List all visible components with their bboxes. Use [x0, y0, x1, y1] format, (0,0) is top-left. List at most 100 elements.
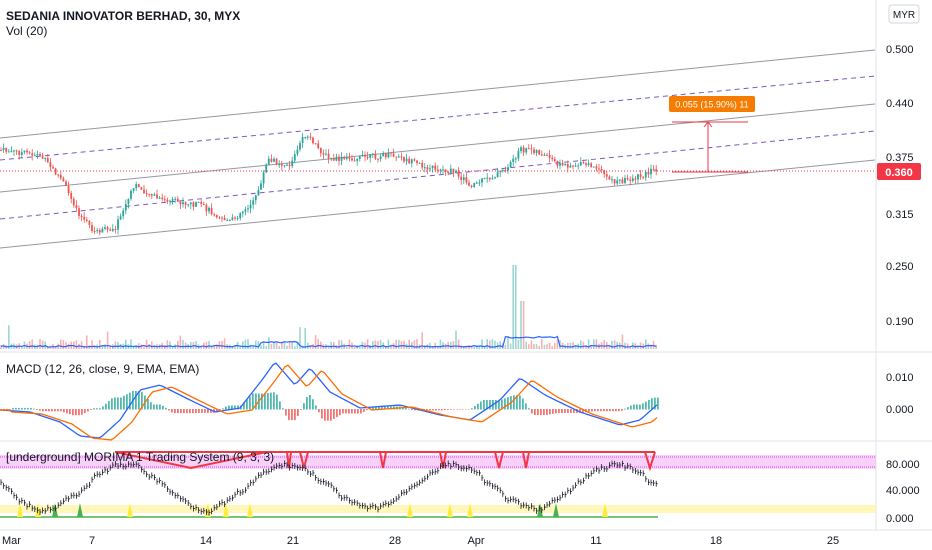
- candle-body: [512, 158, 515, 163]
- candle-body: [530, 148, 533, 150]
- candle-body: [117, 219, 119, 230]
- macd-hist-bar: [87, 409, 89, 412]
- macd-hist-bar: [462, 409, 464, 410]
- macd-label[interactable]: MACD (12, 26, close, 9, EMA, EMA): [6, 362, 199, 376]
- candle-body: [306, 136, 309, 138]
- measure-badge: [669, 96, 755, 112]
- candle-body: [2, 147, 5, 151]
- macd-hist-bar: [204, 409, 206, 413]
- candle-body: [468, 182, 470, 186]
- volume-bar: [515, 265, 517, 349]
- volume-ma-line: [0, 335, 657, 348]
- macd-hist-bar: [591, 409, 593, 412]
- macd-hist-bar: [561, 409, 563, 413]
- volume-bar: [512, 265, 514, 349]
- signal-line: [0, 364, 658, 441]
- macd-hist-bar: [294, 409, 296, 421]
- volume-bar: [304, 328, 306, 349]
- morima-axis[interactable]: 80.000 40.000 0.000: [886, 459, 920, 525]
- macd-histogram[interactable]: [0, 391, 659, 421]
- candle-body: [540, 154, 543, 156]
- symbol-title[interactable]: SEDANIA INNOVATOR BERHAD, 30, MYX: [6, 9, 240, 23]
- candle-body: [624, 177, 626, 184]
- volume-bars[interactable]: [0, 265, 657, 349]
- candle-body: [174, 198, 177, 200]
- volume-bar: [379, 339, 382, 349]
- candle-body: [577, 165, 580, 167]
- volume-bar: [421, 332, 423, 349]
- candle-body: [475, 182, 478, 184]
- candle-body: [470, 185, 473, 187]
- volume-bar: [60, 339, 62, 349]
- candle-body: [551, 157, 554, 160]
- volume-bar: [151, 341, 153, 349]
- morima-oscillator[interactable]: [0, 460, 658, 516]
- candle-body: [213, 214, 216, 216]
- macd-hist-bar: [126, 394, 128, 410]
- macd-hist-bar: [33, 408, 35, 410]
- candle-body: [96, 230, 99, 232]
- candle-body: [88, 220, 91, 225]
- morima-label[interactable]: [underground] MORIMA 1 Trading System (9…: [6, 450, 274, 464]
- time-axis[interactable]: Mar 7 14 21 28 Apr 11 18 25: [2, 535, 839, 547]
- candle-body: [299, 143, 301, 150]
- volume-bar: [489, 340, 491, 349]
- volume-bar: [439, 339, 442, 349]
- time-tick: Mar: [2, 535, 21, 547]
- macd-hist-bar: [342, 409, 344, 414]
- volume-bar: [499, 341, 501, 349]
- macd-hist-bar: [282, 408, 284, 410]
- volume-bar: [327, 346, 330, 349]
- candle-body: [553, 159, 556, 162]
- volume-bar: [296, 342, 299, 349]
- candle-body: [447, 171, 450, 173]
- currency-button[interactable]: MYR: [888, 4, 920, 24]
- oversold-signal: [447, 503, 453, 517]
- volume-bar: [504, 344, 507, 349]
- candle-body: [478, 182, 481, 184]
- candle-body: [145, 193, 148, 195]
- macd-hist-bar: [189, 409, 191, 414]
- macd-hist-bar: [207, 409, 209, 413]
- candle-body: [431, 165, 434, 169]
- price-candles[interactable]: [0, 132, 658, 236]
- volume-bar: [416, 339, 418, 349]
- price-range-measure[interactable]: 0.055 (15.90%) 11: [669, 96, 755, 173]
- price-axis[interactable]: 0.500 0.440 0.375 0.315 0.250 0.190 0.36…: [877, 44, 921, 328]
- macd-hist-bar: [432, 409, 434, 411]
- macd-axis[interactable]: 0.010 0.000: [886, 372, 914, 416]
- macd-hist-bar: [36, 409, 38, 410]
- candle-body: [613, 179, 616, 184]
- macd-hist-bar: [444, 409, 446, 411]
- volume-bar: [603, 339, 605, 349]
- candle-body: [127, 198, 130, 205]
- macd-hist-bar: [360, 409, 362, 414]
- volume-bar: [281, 341, 283, 349]
- regression-channel[interactable]: [0, 49, 876, 249]
- volume-bar: [179, 335, 182, 349]
- candle-body: [260, 183, 262, 190]
- volume-bar: [275, 342, 278, 349]
- macd-hist-bar: [57, 409, 59, 412]
- macd-hist-bar: [255, 393, 257, 410]
- macd-hist-bar: [18, 407, 20, 410]
- volume-bar: [208, 340, 210, 349]
- macd-hist-bar: [219, 409, 221, 411]
- volume-bar: [54, 346, 57, 349]
- volume-bar: [125, 339, 127, 349]
- oversold-signal: [52, 503, 58, 517]
- candle-body: [650, 168, 652, 175]
- volume-indicator-label[interactable]: Vol (20): [6, 24, 47, 38]
- candle-body: [561, 162, 564, 166]
- candle-body: [291, 160, 294, 167]
- macd-hist-bar: [498, 400, 500, 410]
- candle-body: [392, 153, 395, 157]
- macd-hist-bar: [123, 395, 125, 410]
- price-tick: 0.375: [886, 152, 914, 164]
- macd-hist-bar: [330, 409, 332, 421]
- candle-body: [62, 178, 65, 182]
- volume-bar: [143, 346, 145, 349]
- candle-body: [348, 156, 351, 159]
- candle-body: [387, 152, 390, 158]
